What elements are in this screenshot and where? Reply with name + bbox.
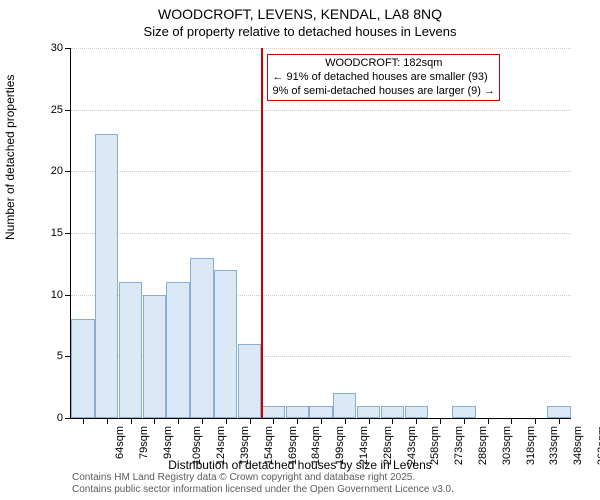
histogram-bar	[238, 344, 261, 418]
x-tick	[107, 418, 108, 424]
histogram-bar	[405, 406, 428, 418]
x-tick	[416, 418, 417, 424]
size-histogram-chart: WOODCROFT, LEVENS, KENDAL, LA8 8NQ Size …	[0, 0, 600, 500]
x-tick	[369, 418, 370, 424]
x-tick	[535, 418, 536, 424]
histogram-bar	[309, 406, 332, 418]
chart-title: WOODCROFT, LEVENS, KENDAL, LA8 8NQ	[0, 6, 600, 22]
x-tick-label: 94sqm	[162, 426, 174, 459]
histogram-bar	[381, 406, 404, 418]
grid-line	[71, 110, 571, 111]
x-tick	[226, 418, 227, 424]
histogram-bar	[333, 393, 356, 418]
annotation-line-3: 9% of semi-detached houses are larger (9…	[272, 85, 495, 99]
x-tick	[131, 418, 132, 424]
x-tick	[488, 418, 489, 424]
histogram-bar	[547, 406, 570, 418]
histogram-bar	[214, 270, 237, 418]
y-tick	[65, 356, 71, 357]
y-tick	[65, 171, 71, 172]
x-tick	[202, 418, 203, 424]
y-tick-label: 15	[37, 227, 63, 239]
histogram-bar	[262, 406, 285, 418]
footer-line-2: Contains public sector information licen…	[72, 484, 454, 496]
y-tick-label: 30	[37, 42, 63, 54]
x-tick	[297, 418, 298, 424]
x-tick	[250, 418, 251, 424]
y-tick	[65, 233, 71, 234]
x-tick	[273, 418, 274, 424]
histogram-bar	[190, 258, 213, 418]
footer-line-1: Contains HM Land Registry data © Crown c…	[72, 472, 454, 484]
reference-line	[261, 48, 263, 418]
x-tick	[321, 418, 322, 424]
x-tick	[511, 418, 512, 424]
x-tick	[178, 418, 179, 424]
y-tick	[65, 110, 71, 111]
y-tick-label: 5	[37, 350, 63, 362]
histogram-bar	[452, 406, 475, 418]
x-tick	[559, 418, 560, 424]
histogram-bar	[95, 134, 118, 418]
y-tick-label: 10	[37, 289, 63, 301]
x-tick	[392, 418, 393, 424]
histogram-bar	[166, 282, 189, 418]
grid-line	[71, 171, 571, 172]
y-axis-label: Number of detached properties	[3, 75, 17, 240]
grid-line	[71, 233, 571, 234]
chart-subtitle: Size of property relative to detached ho…	[0, 24, 600, 39]
x-tick-label: 64sqm	[114, 426, 126, 459]
x-tick	[83, 418, 84, 424]
y-tick-label: 25	[37, 104, 63, 116]
x-tick	[440, 418, 441, 424]
histogram-bar	[143, 295, 166, 418]
y-tick	[65, 418, 71, 419]
x-tick	[154, 418, 155, 424]
x-tick	[464, 418, 465, 424]
grid-line	[71, 48, 571, 49]
y-tick-label: 0	[37, 412, 63, 424]
reference-annotation: WOODCROFT: 182sqm← 91% of detached house…	[267, 54, 500, 101]
y-tick	[65, 48, 71, 49]
footer-attribution: Contains HM Land Registry data © Crown c…	[72, 472, 454, 496]
annotation-line-1: WOODCROFT: 182sqm	[272, 57, 495, 71]
annotation-line-2: ← 91% of detached houses are smaller (93…	[272, 71, 495, 85]
y-tick-label: 20	[37, 165, 63, 177]
x-axis-label: Distribution of detached houses by size …	[0, 458, 600, 472]
histogram-bar	[71, 319, 94, 418]
y-tick	[65, 295, 71, 296]
x-tick-label: 79sqm	[138, 426, 150, 459]
histogram-bar	[286, 406, 309, 418]
histogram-bar	[357, 406, 380, 418]
plot-area: 05101520253064sqm79sqm94sqm109sqm124sqm1…	[70, 48, 571, 419]
histogram-bar	[119, 282, 142, 418]
x-tick	[345, 418, 346, 424]
